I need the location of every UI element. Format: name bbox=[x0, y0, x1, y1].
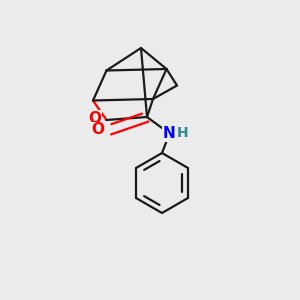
Text: O: O bbox=[88, 111, 102, 126]
Text: N: N bbox=[163, 126, 176, 141]
Text: O: O bbox=[92, 122, 105, 137]
Text: H: H bbox=[176, 127, 188, 140]
